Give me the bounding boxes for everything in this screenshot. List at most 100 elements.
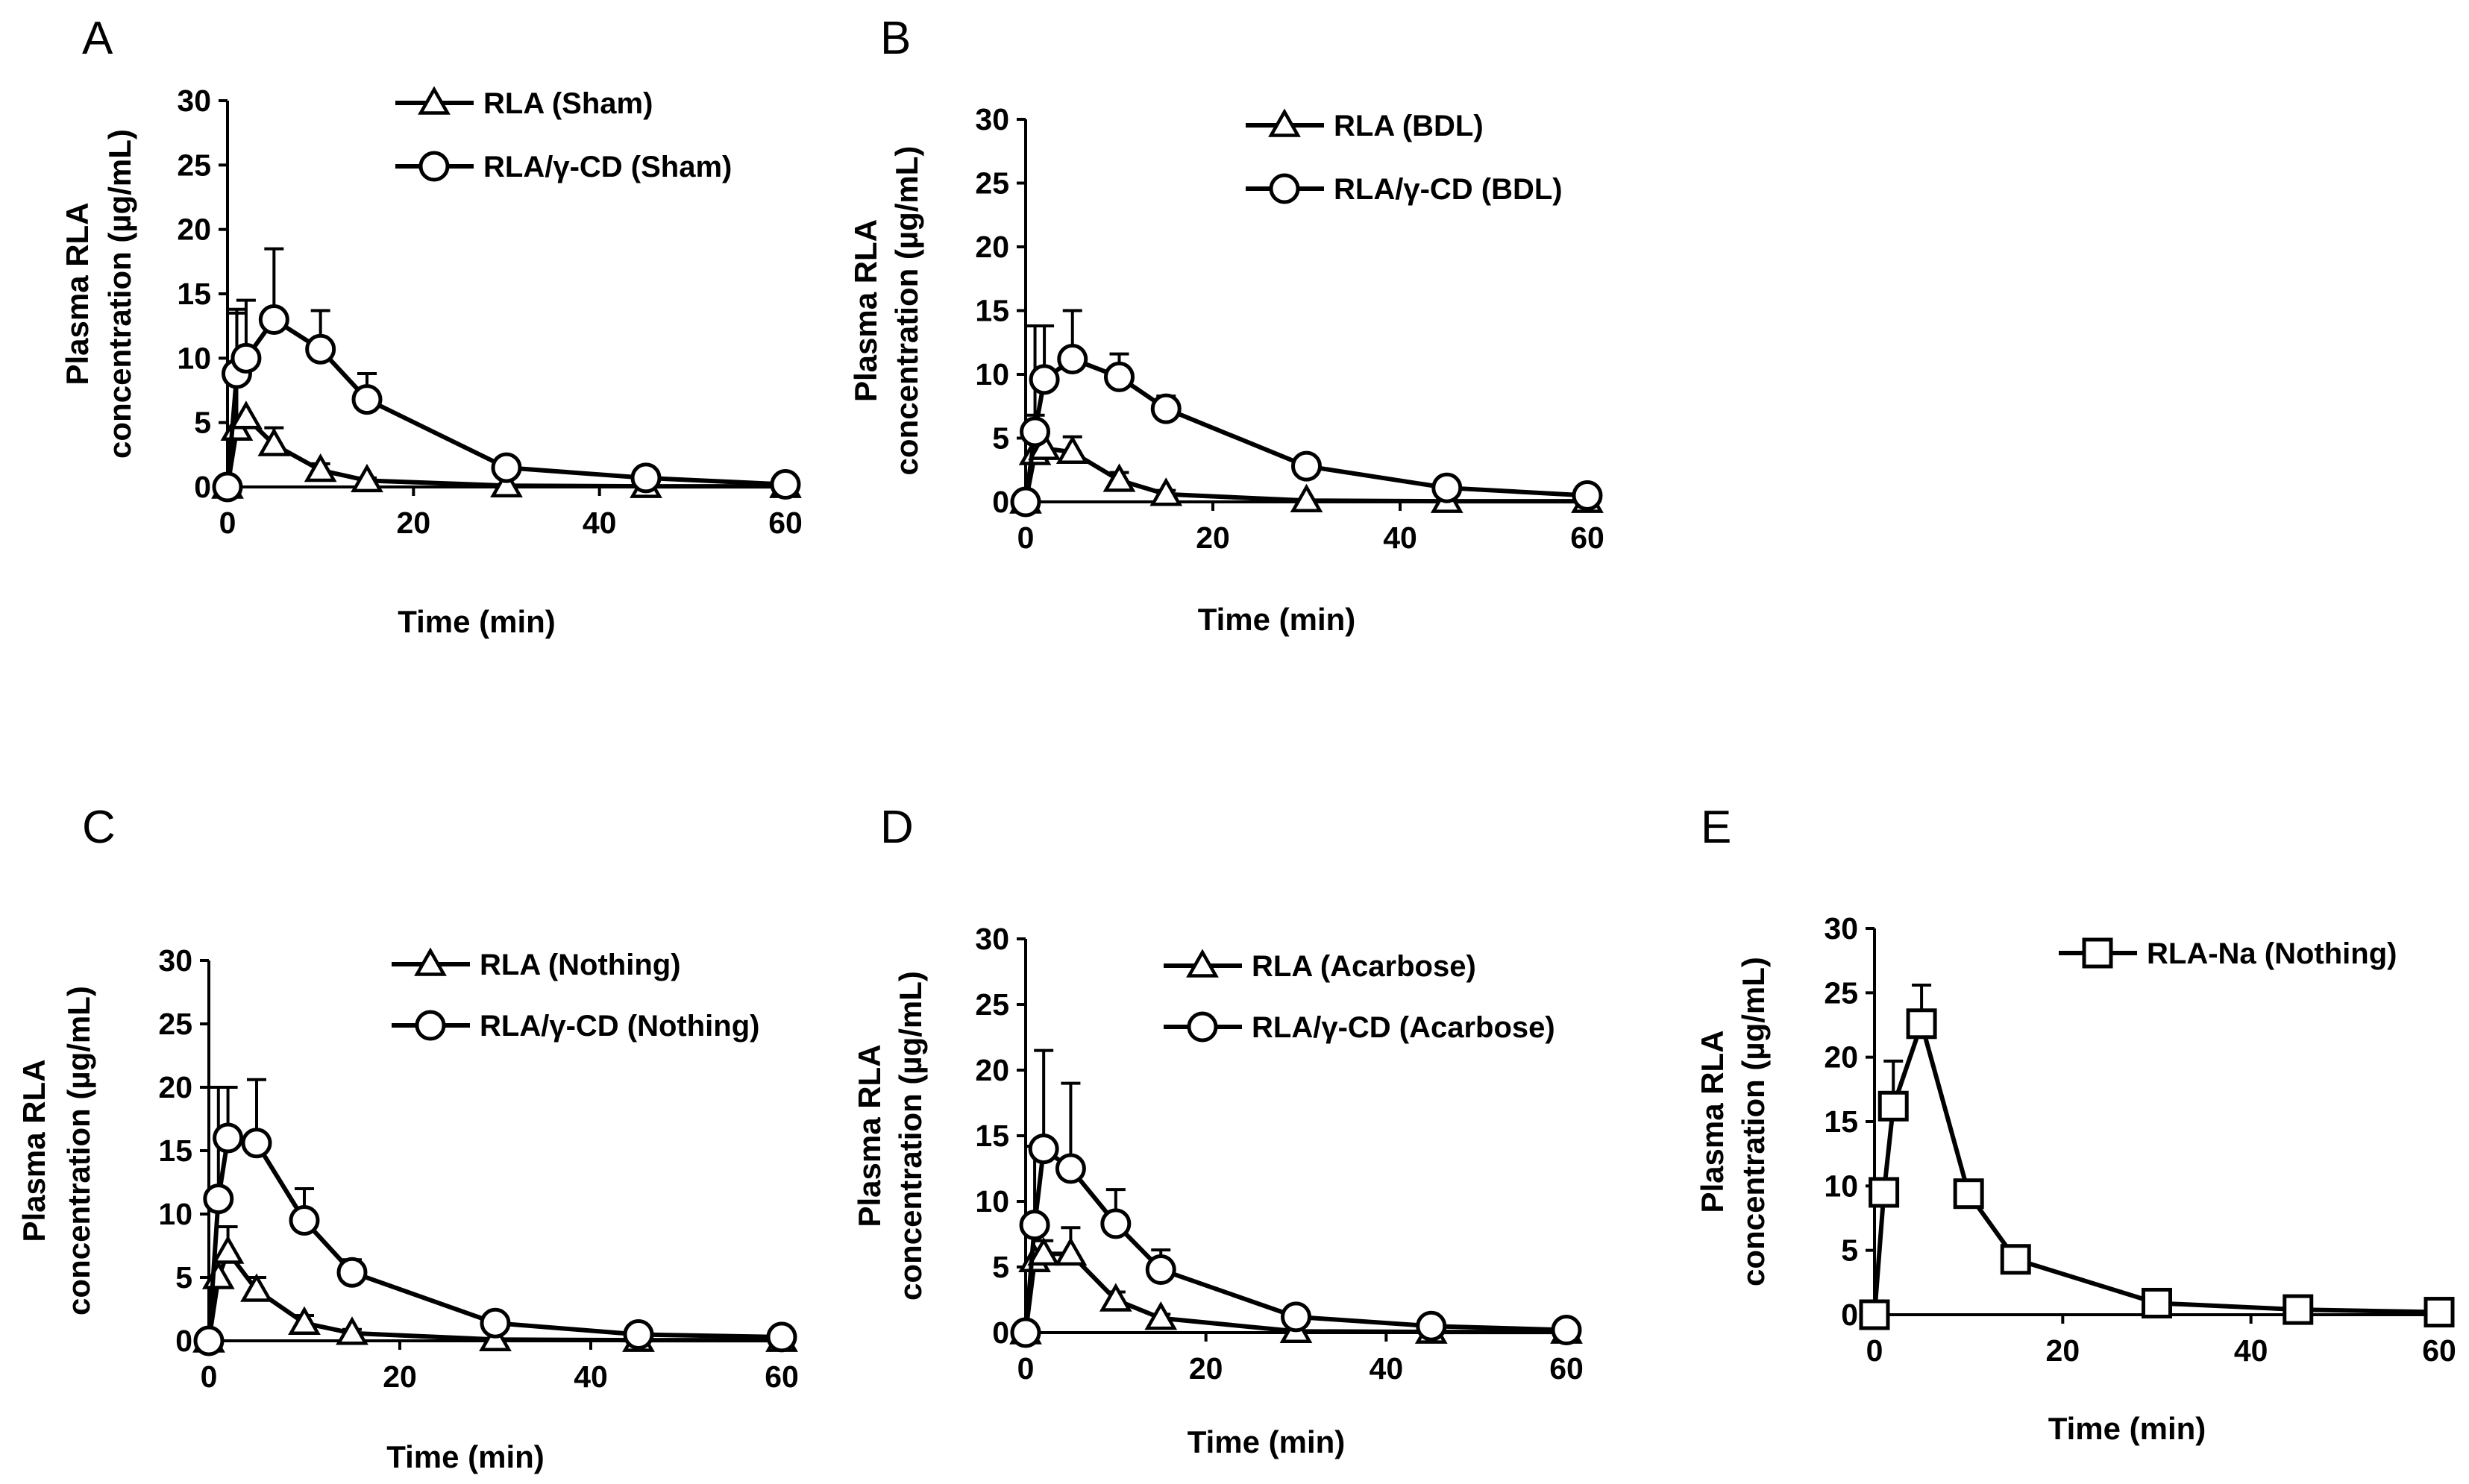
x-tick-label-d: 0 bbox=[1017, 1351, 1035, 1386]
data-point-a-triangle bbox=[490, 468, 523, 498]
legend-marker-e-square bbox=[2082, 937, 2113, 969]
y-tick-label-e: 25 bbox=[1824, 975, 1858, 1010]
data-point-d-triangle bbox=[1054, 1236, 1088, 1266]
x-tick-label-e: 0 bbox=[1866, 1333, 1883, 1368]
y-tick-label-e: 10 bbox=[1824, 1169, 1858, 1203]
panel-letter-b: B bbox=[880, 13, 911, 64]
series-c-circle bbox=[193, 1078, 797, 1356]
data-point-e-square bbox=[1859, 1299, 1890, 1330]
legend-label-c-circle: RLA/γ-CD (Nothing) bbox=[480, 1010, 759, 1043]
x-tick-label-e: 20 bbox=[2046, 1333, 2080, 1368]
y-axis-title-line2-e: concentration (µg/mL) bbox=[1736, 957, 1771, 1286]
y-tick-label-a: 20 bbox=[177, 213, 211, 247]
panel-letter-a: A bbox=[82, 13, 113, 64]
legend-label-e-square: RLA-Na (Nothing) bbox=[2147, 937, 2397, 970]
y-tick-label-d: 15 bbox=[975, 1119, 1009, 1153]
x-tick-label-c: 0 bbox=[201, 1359, 218, 1394]
data-point-d-circle bbox=[1100, 1208, 1132, 1239]
data-point-b-triangle bbox=[1149, 477, 1183, 506]
y-tick-label-e: 0 bbox=[1841, 1298, 1858, 1332]
data-point-c-triangle bbox=[240, 1273, 273, 1302]
x-tick-label-d: 40 bbox=[1370, 1351, 1404, 1386]
y-tick-label-d: 10 bbox=[975, 1184, 1009, 1219]
x-tick-label-b: 40 bbox=[1383, 521, 1417, 555]
data-point-c-triangle bbox=[336, 1316, 368, 1345]
data-point-e-square bbox=[1906, 1008, 1937, 1040]
data-point-a-triangle bbox=[304, 453, 337, 482]
x-tick-label-e: 60 bbox=[2422, 1333, 2456, 1368]
y-tick-label-a: 10 bbox=[177, 341, 211, 375]
data-point-c-triangle bbox=[288, 1306, 321, 1335]
legend-marker-b-circle bbox=[1269, 173, 1300, 204]
y-axis-title-line1-e: Plasma RLA bbox=[1695, 1030, 1730, 1213]
y-tick-label-b: 20 bbox=[975, 230, 1009, 264]
data-point-d-circle bbox=[1055, 1153, 1086, 1184]
x-axis-title-c: Time (min) bbox=[386, 1439, 545, 1474]
data-point-e-square bbox=[2142, 1287, 2172, 1318]
series-e-square bbox=[1859, 983, 2455, 1330]
data-point-c-circle bbox=[480, 1307, 511, 1339]
x-axis-title-e: Time (min) bbox=[2048, 1411, 2206, 1446]
y-tick-label-d: 0 bbox=[992, 1315, 1009, 1350]
y-tick-label-c: 20 bbox=[158, 1070, 192, 1104]
x-tick-label-a: 20 bbox=[397, 506, 431, 540]
x-axis-title-d: Time (min) bbox=[1188, 1424, 1346, 1459]
data-point-d-circle bbox=[1010, 1317, 1041, 1348]
y-axis-title-line2-d: concentration (µg/mL) bbox=[893, 971, 928, 1301]
legend-marker-b-triangle bbox=[1268, 108, 1301, 137]
y-tick-label-b: 10 bbox=[975, 357, 1009, 392]
y-tick-label-d: 30 bbox=[975, 922, 1009, 956]
data-point-b-circle bbox=[1431, 472, 1463, 503]
data-point-a-triangle bbox=[230, 400, 263, 430]
series-line-e-square bbox=[1872, 1021, 2440, 1315]
legend-label-b-circle: RLA/γ-CD (BDL) bbox=[1334, 173, 1563, 206]
y-tick-label-e: 20 bbox=[1824, 1040, 1858, 1075]
x-tick-label-b: 0 bbox=[1017, 521, 1035, 555]
panel-d: D 0 5 10 15 20 25 30 0 20 40 60 Time (min) Plasma RLA… bbox=[852, 802, 1584, 1459]
data-point-e-square bbox=[1877, 1090, 1909, 1122]
legend-label-d-circle: RLA/γ-CD (Acarbose) bbox=[1252, 1011, 1555, 1044]
legend-label-a-triangle: RLA (Sham) bbox=[483, 87, 653, 120]
data-point-a-circle bbox=[258, 304, 289, 336]
y-tick-label-a: 0 bbox=[194, 470, 211, 504]
y-tick-label-b: 5 bbox=[992, 421, 1009, 456]
data-point-c-circle bbox=[213, 1122, 244, 1154]
data-point-a-circle bbox=[491, 452, 522, 483]
data-point-d-circle bbox=[1551, 1314, 1582, 1345]
x-axis-title-b: Time (min) bbox=[1198, 602, 1356, 637]
y-tick-label-e: 30 bbox=[1824, 911, 1858, 946]
y-axis-title-line1-c: Plasma RLA bbox=[16, 1059, 51, 1242]
x-tick-label-d: 20 bbox=[1189, 1351, 1223, 1386]
y-axis-title-line2-c: concentration (µg/mL) bbox=[61, 986, 96, 1315]
y-tick-label-d: 5 bbox=[992, 1250, 1009, 1284]
data-point-a-circle bbox=[305, 333, 336, 365]
y-tick-label-a: 30 bbox=[177, 84, 211, 118]
x-tick-label-a: 0 bbox=[219, 506, 236, 540]
data-point-a-triangle bbox=[351, 463, 383, 493]
y-axis-title-line2-a: concentration (µg/mL) bbox=[102, 129, 137, 459]
panel-letter-e: E bbox=[1701, 802, 1731, 853]
y-tick-label-a: 15 bbox=[177, 277, 211, 311]
panel-c: C 0 5 10 15 20 25 30 0 20 40 60 Time (min) Plasma RLA… bbox=[16, 802, 799, 1474]
legend-label-a-circle: RLA/γ-CD (Sham) bbox=[483, 151, 732, 183]
x-axis-title-a: Time (min) bbox=[398, 604, 556, 639]
data-point-b-circle bbox=[1010, 486, 1041, 518]
y-tick-label-d: 20 bbox=[975, 1053, 1009, 1087]
panel-letter-d: D bbox=[880, 802, 914, 853]
y-tick-label-c: 10 bbox=[158, 1197, 192, 1231]
series-b-circle bbox=[1010, 309, 1603, 518]
legend-marker-a-triangle bbox=[418, 86, 451, 115]
x-tick-label-b: 20 bbox=[1196, 521, 1230, 555]
y-tick-label-c: 0 bbox=[175, 1324, 192, 1358]
x-tick-label-d: 60 bbox=[1549, 1351, 1584, 1386]
x-tick-label-c: 60 bbox=[765, 1359, 799, 1394]
data-point-a-circle bbox=[351, 384, 383, 415]
data-point-b-circle bbox=[1057, 343, 1088, 374]
data-point-c-circle bbox=[623, 1319, 654, 1350]
series-a-circle bbox=[212, 247, 801, 503]
data-point-b-circle bbox=[1104, 361, 1135, 392]
data-point-b-circle bbox=[1150, 393, 1182, 424]
y-tick-label-a: 5 bbox=[194, 406, 211, 440]
y-tick-label-c: 30 bbox=[158, 943, 192, 978]
data-point-a-circle bbox=[230, 342, 262, 374]
